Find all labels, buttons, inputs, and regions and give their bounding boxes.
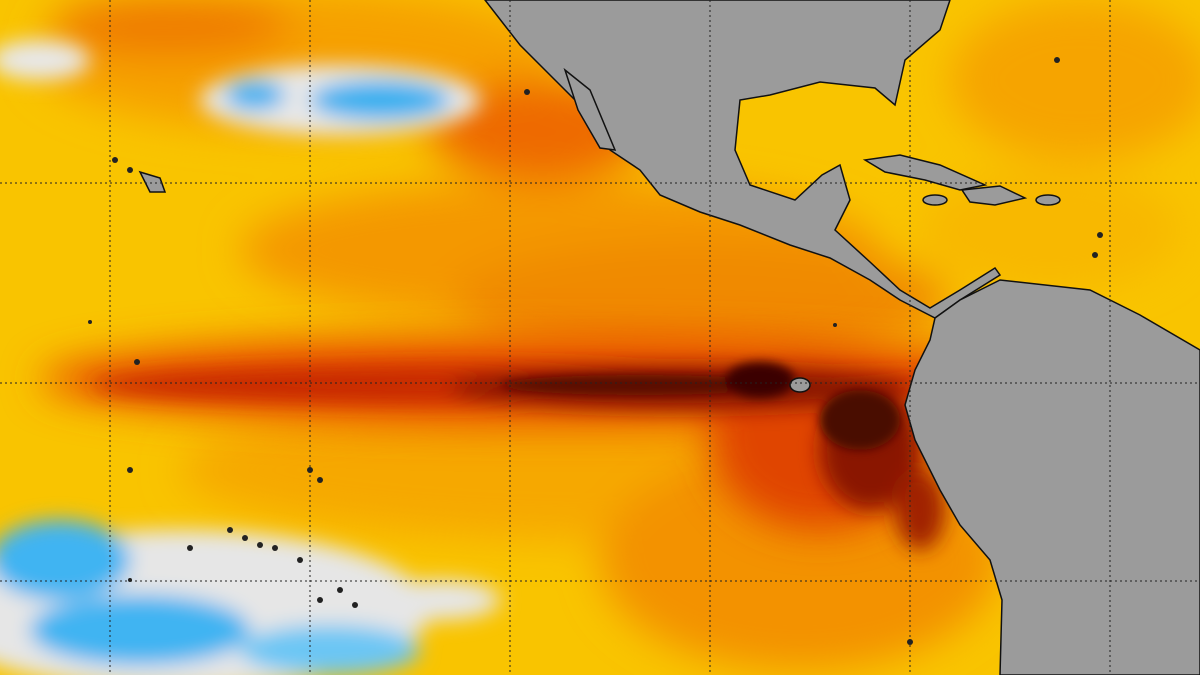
island: [242, 535, 248, 541]
island: [112, 157, 118, 163]
island: [317, 477, 323, 483]
island: [337, 587, 343, 593]
island: [1054, 57, 1060, 63]
jamaica: [922, 194, 948, 206]
island: [187, 545, 193, 551]
island: [1092, 252, 1098, 258]
island: [127, 467, 133, 473]
puerto-rico: [1035, 194, 1061, 206]
hispaniola: [960, 185, 1028, 206]
island: [352, 602, 358, 608]
island: [88, 320, 92, 324]
island: [297, 557, 303, 563]
hawaii: [138, 170, 167, 193]
island: [257, 542, 263, 548]
islands: [88, 57, 1103, 645]
island: [524, 89, 530, 95]
baja-california: [563, 67, 617, 151]
island: [134, 359, 140, 365]
island: [833, 323, 837, 327]
galapagos: [789, 377, 811, 393]
land: [138, 0, 1200, 675]
south-america: [904, 279, 1200, 675]
island: [127, 167, 133, 173]
cuba: [862, 154, 988, 191]
island: [1097, 232, 1103, 238]
island: [227, 527, 233, 533]
island: [272, 545, 278, 551]
north-america: [484, 0, 1002, 319]
island: [317, 597, 323, 603]
